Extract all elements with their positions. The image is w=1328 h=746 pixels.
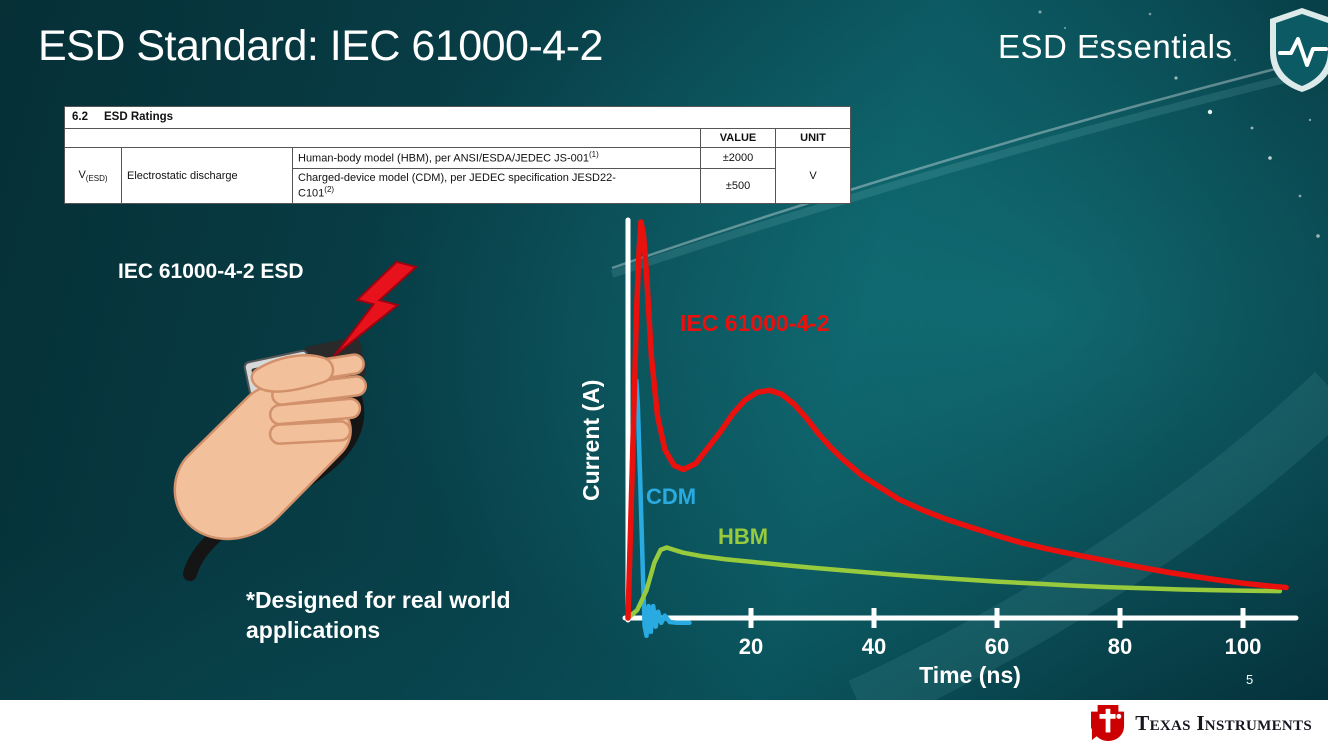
series-brand-title: ESD Essentials <box>998 28 1233 65</box>
table-header-row: VALUE UNIT <box>64 127 851 149</box>
table-row-cdm: Charged-device model (CDM), per JEDEC sp… <box>65 168 851 205</box>
column-header-value: VALUE <box>700 127 776 149</box>
esd-shield-icon <box>1270 8 1328 92</box>
curve-iec-61000-4-2 <box>625 219 1289 621</box>
section-number: 6.2 <box>72 111 88 123</box>
illustration-caption: IEC 61000-4-2 ESD <box>118 260 304 283</box>
curve-hbm <box>625 545 1283 621</box>
cdm-description-line1: Charged-device model (CDM), per JEDEC sp… <box>298 172 616 185</box>
table-section-title-cell: 6.2 ESD Ratings <box>64 106 851 129</box>
blank-header-cell <box>64 127 701 149</box>
page-title: ESD Standard: IEC 61000-4-2 <box>38 22 603 70</box>
cdm-footnote-ref: (2) <box>324 185 335 195</box>
light-streak <box>611 54 1328 270</box>
ti-logo-icon <box>1091 705 1125 741</box>
hand-hdmi-illustration <box>173 260 419 581</box>
parameter-symbol-cell: V(ESD) <box>64 147 122 205</box>
footer-bar: Texas Instruments <box>0 700 1328 746</box>
x-axis-ticks: 20 40 60 80 100 <box>739 608 1262 659</box>
curve-label-hbm: HBM <box>718 524 769 549</box>
parameter-subscript: (ESD) <box>85 173 108 183</box>
cdm-description-line2: C101 <box>298 188 325 201</box>
hbm-description: Human-body model (HBM), per ANSI/ESDA/JE… <box>298 152 589 165</box>
parameter-name-cell: Electrostatic discharge <box>121 147 293 205</box>
note-line1: *Designed for real world <box>246 587 511 613</box>
x-axis-tick-label: 80 <box>1108 634 1132 659</box>
hbm-footnote-ref: (1) <box>589 150 599 160</box>
star-specks <box>1038 10 1320 238</box>
condition-cdm-cell: Charged-device model (CDM), per JEDEC sp… <box>292 168 701 205</box>
column-header-unit: UNIT <box>775 127 851 149</box>
light-streak-glow <box>610 64 1328 278</box>
section-title: ESD Ratings <box>104 111 174 123</box>
hand <box>173 353 368 541</box>
chart-canvas: 20 40 60 80 100 <box>622 217 1299 659</box>
note-line2: applications <box>246 616 381 643</box>
brand-name: Texas Instruments <box>1135 710 1312 735</box>
page-number: 5 <box>1246 672 1254 687</box>
curve-label-cdm: CDM <box>646 484 697 509</box>
value-hbm-cell: ±2000 <box>700 147 776 170</box>
x-axis-tick-label: 40 <box>862 634 886 659</box>
pulse-line-icon <box>1278 37 1328 67</box>
note-text: *Designed for real world applications <box>246 586 511 646</box>
table-title-row: 6.2 ESD Ratings <box>64 106 851 129</box>
curve-label-iec-61000-4-2: IEC 61000-4-2 <box>680 310 830 336</box>
esd-waveform-chart: Current (A) 20 40 60 80 100 IEC 61000-4-2 CD… <box>578 210 1328 704</box>
value-cdm-cell: ±500 <box>700 168 776 205</box>
unit-cell: V <box>775 147 851 205</box>
x-axis-tick-label: 60 <box>985 634 1009 659</box>
x-axis-tick-label: 20 <box>739 634 763 659</box>
parameter-symbol: V <box>78 168 86 181</box>
table-row-hbm: V(ESD) Electrostatic discharge Human-bod… <box>64 147 851 205</box>
lightning-bolt-icon <box>333 260 419 357</box>
x-axis-tick-label: 100 <box>1225 634 1262 659</box>
esd-ratings-table: 6.2 ESD Ratings VALUE UNIT V(ESD) Electro… <box>64 106 851 205</box>
condition-hbm-cell: Human-body model (HBM), per ANSI/ESDA/JE… <box>292 147 701 170</box>
chart-curves <box>625 219 1289 639</box>
x-axis-label: Time (ns) <box>919 662 1021 688</box>
